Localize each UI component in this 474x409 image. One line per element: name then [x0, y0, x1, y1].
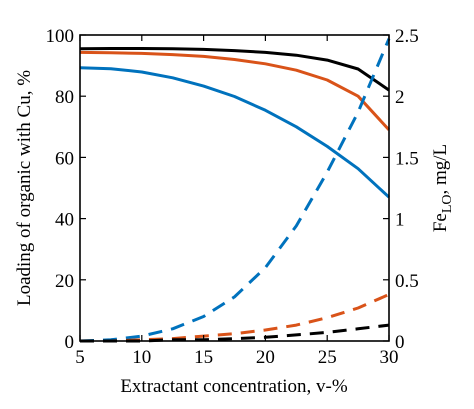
y-tick-label: 100	[46, 26, 75, 47]
x-tick-label: 10	[132, 347, 151, 368]
x-tick-label: 5	[75, 347, 85, 368]
y2-tick-label: 0	[395, 332, 405, 353]
y2-tick-label: 1	[395, 210, 405, 231]
y-axis-title: Loading of organic with Cu, %	[14, 70, 35, 306]
y2-tick-label: 1.5	[395, 148, 419, 169]
x-tick-label: 25	[318, 347, 337, 368]
x-axis-title: Extractant concentration, v-%	[120, 376, 348, 397]
x-tick-label: 15	[194, 347, 213, 368]
y2-tick-label: 0.5	[395, 271, 419, 292]
y2-axis-title: FeLO, mg/L	[430, 144, 455, 232]
x-tick-label: 20	[256, 347, 275, 368]
y2-tick-label: 2.5	[395, 26, 419, 47]
series-line-4	[79, 38, 391, 343]
y2-axis-title-main: Fe	[430, 213, 451, 232]
y2-axis-title-unit: , mg/L	[430, 144, 451, 195]
series-layer	[79, 38, 391, 343]
y2-axis-title-sub: LO	[440, 195, 455, 214]
y-tick-label: 0	[65, 332, 75, 353]
series-line-2	[79, 50, 391, 131]
series-line-3	[79, 66, 391, 199]
ticks-layer	[79, 34, 390, 342]
y-tick-label: 40	[55, 210, 74, 231]
plot-frame	[79, 34, 390, 342]
y-tick-label: 60	[55, 148, 74, 169]
y-tick-label: 20	[55, 271, 74, 292]
series-line-1	[79, 47, 390, 92]
x-tick-label: 30	[380, 347, 399, 368]
series-line-5	[80, 293, 390, 343]
y-tick-label: 80	[55, 87, 74, 108]
y2-tick-label: 2	[395, 87, 405, 108]
